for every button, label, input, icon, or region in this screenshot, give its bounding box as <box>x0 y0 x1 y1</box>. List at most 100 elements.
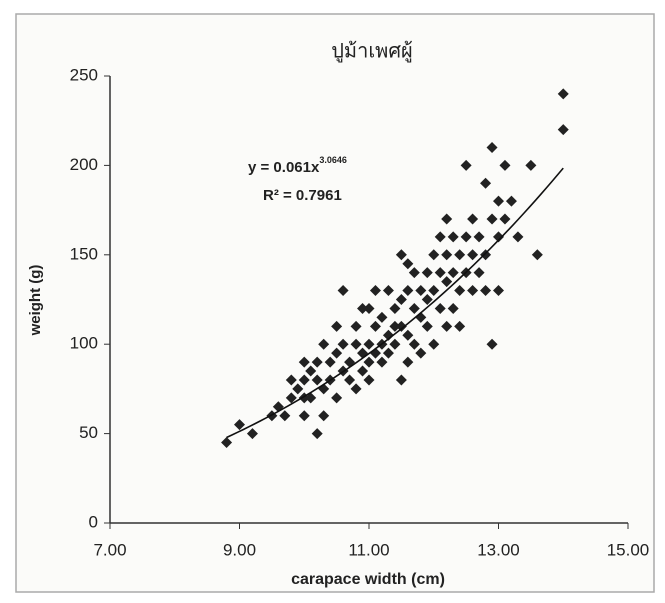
data-point <box>434 302 446 314</box>
data-point <box>415 285 427 297</box>
data-point <box>357 302 369 314</box>
data-point <box>434 267 446 279</box>
data-point <box>331 392 343 404</box>
data-point <box>421 267 433 279</box>
data-point <box>376 356 388 368</box>
data-point <box>350 320 362 332</box>
data-point <box>460 159 472 171</box>
data-point <box>512 231 524 243</box>
data-point <box>499 213 511 225</box>
data-point <box>428 285 440 297</box>
data-point <box>382 329 394 341</box>
data-point <box>467 213 479 225</box>
y-tick-label: 50 <box>79 423 98 442</box>
data-point <box>298 356 310 368</box>
data-point <box>292 383 304 395</box>
data-point <box>389 338 401 350</box>
data-point <box>344 374 356 386</box>
data-point <box>480 285 492 297</box>
data-point <box>331 320 343 332</box>
data-point <box>408 302 420 314</box>
data-point <box>493 285 504 297</box>
y-tick-label: 150 <box>70 244 98 263</box>
x-axis-label: carapace width (cm) <box>291 571 445 588</box>
x-tick-label: 15.00 <box>607 540 650 559</box>
y-axis-label: weight (g) <box>27 265 44 337</box>
data-point <box>298 410 310 422</box>
y-tick-label: 100 <box>70 334 98 353</box>
data-point <box>337 338 349 350</box>
data-point <box>454 320 466 332</box>
data-point <box>480 177 492 189</box>
trendline <box>226 167 564 439</box>
data-point <box>434 231 446 243</box>
data-point <box>454 249 466 261</box>
y-tick-label: 250 <box>70 65 98 84</box>
data-point <box>447 231 459 243</box>
data-point <box>421 294 433 305</box>
data-point <box>402 329 414 341</box>
data-point <box>557 124 569 136</box>
data-point <box>246 428 258 440</box>
data-point <box>467 249 479 261</box>
data-point <box>311 374 323 386</box>
data-point <box>337 285 349 297</box>
data-point <box>441 249 453 261</box>
data-point <box>402 258 414 270</box>
data-point <box>428 338 440 350</box>
data-point <box>324 356 336 368</box>
x-tick-label: 7.00 <box>93 540 126 559</box>
data-point <box>357 365 369 377</box>
data-point <box>395 294 407 305</box>
equation-exponent: 3.0646 <box>319 155 347 165</box>
data-point <box>441 213 453 225</box>
data-point <box>493 195 504 207</box>
data-point <box>486 213 498 225</box>
y-tick-label: 0 <box>89 512 98 531</box>
data-point <box>382 285 394 297</box>
data-point <box>363 374 375 386</box>
data-point <box>525 159 537 171</box>
data-point <box>447 302 459 314</box>
data-point <box>395 320 407 332</box>
x-tick-label: 11.00 <box>348 540 389 559</box>
x-tick-label: 13.00 <box>477 540 520 559</box>
data-point <box>402 356 414 368</box>
data-point <box>454 285 466 297</box>
data-point <box>395 249 407 261</box>
data-point <box>395 374 407 386</box>
data-point <box>480 249 492 261</box>
data-point <box>505 195 517 207</box>
data-point <box>331 347 343 359</box>
data-point <box>285 374 297 386</box>
data-point <box>415 347 427 359</box>
data-point <box>460 231 472 243</box>
data-point <box>421 320 433 332</box>
data-point <box>285 392 297 404</box>
data-point <box>428 249 440 261</box>
data-point <box>499 159 511 171</box>
data-point <box>493 231 504 243</box>
data-point <box>557 88 569 100</box>
data-point <box>311 356 323 368</box>
data-point <box>408 267 420 279</box>
data-point <box>382 347 394 359</box>
data-point <box>234 419 245 431</box>
data-point <box>447 267 459 279</box>
data-point <box>221 437 233 449</box>
data-point <box>389 320 401 332</box>
x-tick-label: 9.00 <box>223 540 256 559</box>
chart-frame <box>15 13 655 593</box>
data-point <box>363 302 375 314</box>
data-point <box>318 410 330 422</box>
data-point <box>486 142 498 154</box>
data-point <box>350 383 362 395</box>
data-point <box>389 302 401 314</box>
y-tick-label: 200 <box>70 155 98 174</box>
data-point <box>376 311 388 323</box>
data-point <box>441 320 453 332</box>
trendline-equation: y = 0.061x3.0646 <box>248 155 347 176</box>
data-point <box>467 285 479 297</box>
data-point <box>408 338 420 350</box>
data-point <box>305 365 317 377</box>
